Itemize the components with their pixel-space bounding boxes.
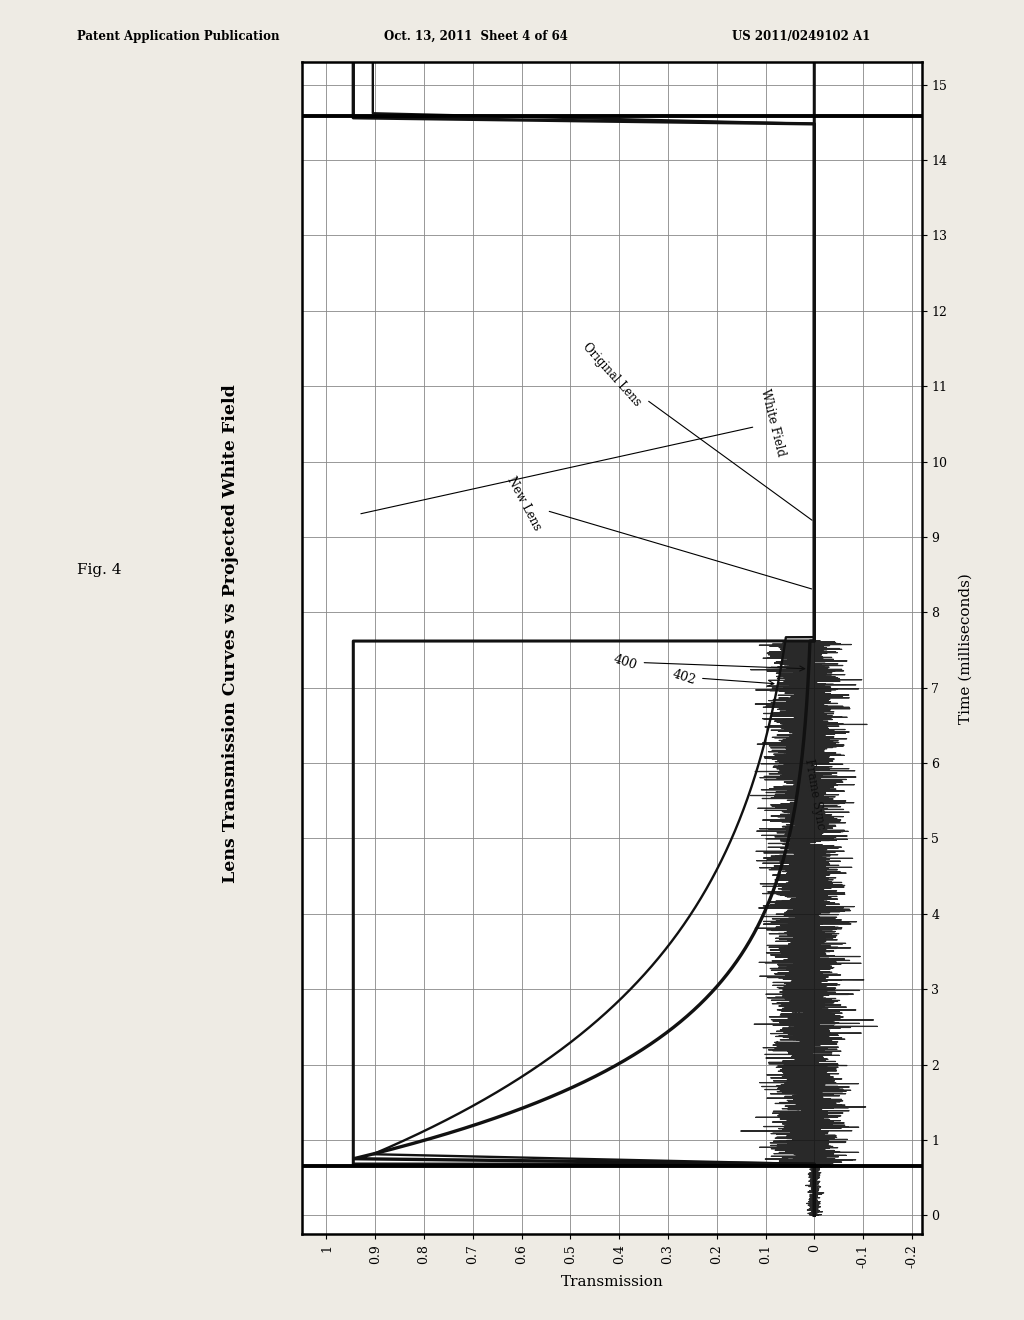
Text: White Field: White Field (360, 388, 787, 513)
Text: Fig. 4: Fig. 4 (77, 564, 121, 577)
Text: Frame Sync: Frame Sync (802, 758, 827, 830)
X-axis label: Transmission: Transmission (560, 1275, 664, 1288)
Text: Oct. 13, 2011  Sheet 4 of 64: Oct. 13, 2011 Sheet 4 of 64 (384, 30, 568, 44)
Y-axis label: Time (milliseconds): Time (milliseconds) (958, 573, 973, 723)
Text: 400: 400 (612, 652, 805, 672)
Text: US 2011/0249102 A1: US 2011/0249102 A1 (732, 30, 870, 44)
Text: Original Lens: Original Lens (581, 341, 812, 520)
Text: 402: 402 (671, 667, 774, 686)
Text: Lens Transmission Curves vs Projected White Field: Lens Transmission Curves vs Projected Wh… (222, 384, 239, 883)
Text: New Lens: New Lens (505, 475, 812, 589)
Text: Patent Application Publication: Patent Application Publication (77, 30, 280, 44)
